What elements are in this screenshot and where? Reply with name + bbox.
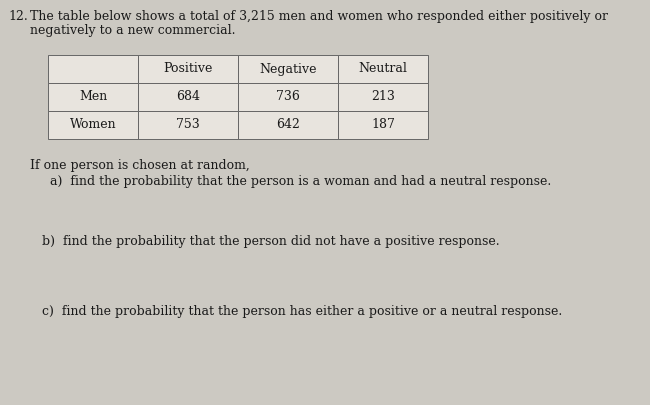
Text: a)  find the probability that the person is a woman and had a neutral response.: a) find the probability that the person … — [50, 175, 551, 188]
Text: 187: 187 — [371, 119, 395, 132]
Text: b)  find the probability that the person did not have a positive response.: b) find the probability that the person … — [42, 235, 500, 248]
Bar — [48, 55, 138, 83]
Text: 736: 736 — [276, 90, 300, 104]
Text: Men: Men — [79, 90, 107, 104]
Text: 213: 213 — [371, 90, 395, 104]
Bar — [138, 55, 238, 83]
Bar — [338, 111, 428, 139]
Text: The table below shows a total of 3,215 men and women who responded either positi: The table below shows a total of 3,215 m… — [30, 10, 608, 23]
Bar — [238, 83, 338, 111]
Bar — [48, 111, 138, 139]
Bar — [138, 83, 238, 111]
Text: If one person is chosen at random,: If one person is chosen at random, — [30, 159, 250, 172]
Text: c)  find the probability that the person has either a positive or a neutral resp: c) find the probability that the person … — [42, 305, 562, 318]
Text: Positive: Positive — [163, 62, 213, 75]
Text: 12.: 12. — [8, 10, 28, 23]
Text: negatively to a new commercial.: negatively to a new commercial. — [30, 24, 235, 37]
Bar — [338, 83, 428, 111]
Bar — [138, 111, 238, 139]
Text: Negative: Negative — [259, 62, 317, 75]
Bar — [48, 83, 138, 111]
Bar — [338, 55, 428, 83]
Text: 684: 684 — [176, 90, 200, 104]
Bar — [238, 55, 338, 83]
Bar — [238, 111, 338, 139]
Text: 642: 642 — [276, 119, 300, 132]
Text: 753: 753 — [176, 119, 200, 132]
Text: Women: Women — [70, 119, 116, 132]
Text: Neutral: Neutral — [359, 62, 408, 75]
